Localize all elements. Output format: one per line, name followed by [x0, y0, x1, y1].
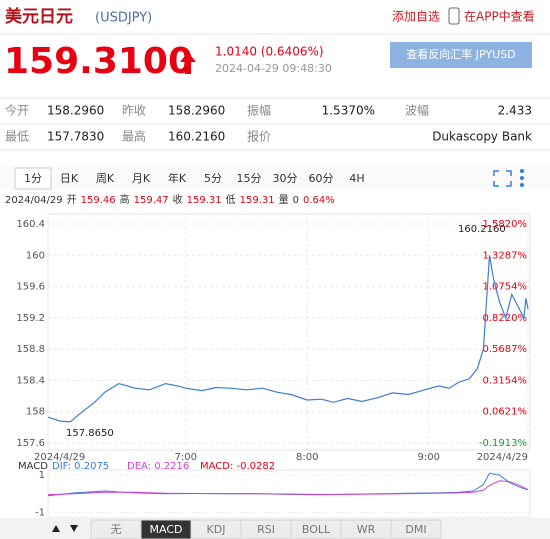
x-tick-label: 8:00 [296, 452, 318, 463]
y-tick-label: 1 [39, 470, 45, 481]
add-watch[interactable]: 添加自选 [392, 10, 440, 24]
up-arrow [180, 52, 196, 74]
y-tick-label: 160 [26, 250, 45, 261]
tab[interactable]: 5分 [204, 172, 222, 185]
y2-tick-label: 0.3154% [483, 375, 528, 386]
info-part: 量 [279, 194, 289, 206]
tab[interactable]: 月K [132, 172, 151, 185]
indicator-label[interactable]: MACD [150, 523, 183, 536]
stat-value: 160.2160 [168, 130, 225, 144]
extreme-label: 157.8650 [66, 428, 114, 439]
y2-tick-label: -0.1913% [479, 438, 527, 449]
y-tick-label: 159.2 [16, 313, 45, 324]
macd-value: MACD: -0.0282 [200, 461, 275, 472]
stat-label: 报价 [247, 129, 271, 144]
indicator-label[interactable]: BOLL [302, 523, 331, 536]
stat-value: 158.2960 [47, 104, 104, 118]
time: 2024-04-29 09:48:30 [215, 62, 332, 75]
stat-value: 1.5370% [322, 104, 375, 118]
title: 美元日元 [5, 6, 73, 27]
stat-label: 最高 [122, 129, 146, 144]
y2-tick-label: 0.8220% [483, 313, 528, 324]
info-part: 159.31 [187, 195, 222, 206]
change: 1.0140 (0.6406%) [215, 45, 324, 59]
stat-label: 今开 [5, 103, 29, 118]
info-part: 159.31 [240, 195, 275, 206]
tabs: 1分 日K 周K 月K 年K 5分 15分 30分 60分 4H [0, 166, 550, 190]
info-part: 收 [173, 193, 183, 206]
plot-frame [47, 213, 531, 451]
tab[interactable]: 4H [349, 172, 364, 185]
x-tick-label: 2024/4/29 [34, 452, 85, 463]
info-part: 159.46 [81, 195, 116, 206]
info-part: 0 [293, 195, 299, 206]
y2-tick-label: 0.0621% [483, 407, 528, 418]
stat-label: 最低 [5, 130, 29, 144]
reverse-button[interactable] [390, 42, 532, 68]
stat-label: 昨收 [122, 104, 146, 118]
y-tick-label: 157.6 [16, 438, 45, 449]
y-tick-label: -1 [35, 508, 45, 519]
stat-label: 波幅 [405, 103, 429, 118]
tab[interactable]: 1分 [24, 172, 42, 185]
info-part: 开 [67, 195, 77, 206]
up-icon[interactable] [52, 525, 60, 532]
stat-value: 158.2960 [168, 104, 225, 118]
down-icon[interactable] [70, 525, 78, 532]
y-tick-label: 158 [26, 407, 45, 418]
indicator-label[interactable]: KDJ [207, 523, 226, 536]
macd-title: MACD [18, 461, 48, 472]
indicator-buttons: 无 MACD KDJ RSI BOLL WR DMI [90, 519, 442, 539]
phone-icon [448, 7, 460, 25]
y2-tick-label: 1.0754% [483, 282, 528, 293]
y2-tick-label: 1.5820% [483, 219, 528, 230]
ohlc-info: 2024/04/29 开 159.46 高 159.47 收 159.31 低 159.31 量 0… [5, 193, 335, 206]
macd-chart: MACD DIF: 0.2075 DEA: 0.2216 MACD: -0.0282 1… [18, 461, 531, 519]
tab[interactable]: 60分 [309, 172, 334, 185]
stat-value: 157.7830 [47, 130, 104, 144]
info-part: 低 [226, 193, 236, 206]
app-link[interactable]: 在APP中查看 [464, 9, 535, 24]
price: 159.3100 [4, 41, 193, 82]
tab-bar [0, 166, 550, 190]
stat-value: Dukascopy Bank [432, 130, 532, 144]
y2-tick-label: 1.3287% [483, 250, 528, 261]
legend-entry: DIF: 0.2075 [52, 461, 109, 472]
x-tick-label: 7:00 [174, 452, 196, 463]
indicator-label[interactable]: DMI [405, 523, 426, 536]
tab[interactable]: 日K [60, 172, 79, 185]
extreme-label: 160.2160 [458, 224, 506, 235]
info-part: 0.64% [303, 195, 335, 206]
info-part: 高 [120, 193, 130, 206]
y2-tick-label: 0.5687% [483, 344, 528, 355]
indicator-label[interactable]: WR [357, 523, 376, 536]
tab[interactable]: 30分 [273, 172, 298, 185]
macd-line [47, 480, 529, 496]
price-line [47, 255, 529, 423]
tab-selected[interactable] [14, 167, 52, 190]
info-part: 159.47 [134, 195, 169, 206]
y-tick-label: 158.4 [16, 375, 45, 386]
tab[interactable]: 15分 [237, 172, 262, 185]
x-tick-label: 2024/4/29 [477, 452, 528, 463]
price-chart: 157.6 158 158.4 158.8 159.2 159.6 160 160.4 1.58… [16, 213, 531, 463]
tool-icons [493, 168, 525, 188]
code: (USDJPY) [95, 11, 152, 26]
tab[interactable]: 年K [168, 171, 187, 185]
info-part: 2024/04/29 [5, 195, 63, 206]
stat-label: 振幅 [247, 103, 271, 118]
legend-entry: DEA: 0.2216 [127, 461, 189, 472]
indicator-label[interactable]: RSI [257, 523, 275, 536]
indicator-label[interactable]: 无 [111, 523, 122, 536]
reverse-text[interactable]: 查看反向汇率 JPYUSD [406, 47, 515, 61]
y-tick-label: 159.6 [16, 282, 45, 293]
y-tick-label: 160.4 [16, 219, 45, 230]
tab[interactable]: 周K [96, 172, 115, 185]
y-tick-label: 158.8 [16, 344, 45, 355]
stat-value: 2.433 [498, 104, 532, 118]
indicator-button[interactable] [390, 519, 442, 539]
stats: 今开 158.2960 昨收 158.2960 振幅 1.5370% 波幅 2.433 最低 15… [0, 97, 550, 151]
x-tick-label: 9:00 [418, 452, 440, 463]
